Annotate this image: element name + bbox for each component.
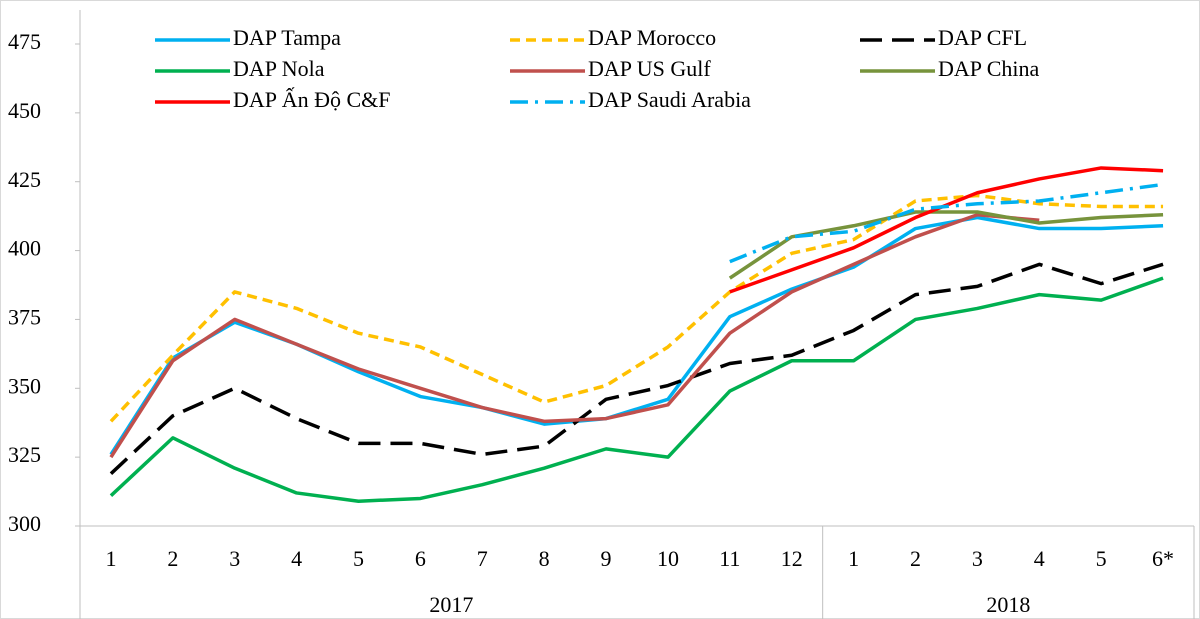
series-line xyxy=(109,215,1164,456)
y-tick-label: 425 xyxy=(8,167,41,192)
x-tick-label: 1 xyxy=(848,546,859,571)
x-tick-label: 4 xyxy=(291,546,302,571)
y-tick-label: 325 xyxy=(8,442,41,467)
legend-label: DAP CFL xyxy=(938,25,1027,50)
y-tick-label: 400 xyxy=(8,236,41,261)
legend-label: DAP Ấn Độ C&F xyxy=(233,87,391,112)
legend-label: DAP US Gulf xyxy=(588,56,711,81)
x-tick-label: 4 xyxy=(1034,546,1045,571)
legend-label: DAP Tampa xyxy=(233,25,341,50)
x-tick-label: 11 xyxy=(719,546,740,571)
x-tick-label: 7 xyxy=(477,546,488,571)
y-tick-label: 375 xyxy=(8,304,41,329)
x-tick-label: 10 xyxy=(657,546,679,571)
x-tick-label: 5 xyxy=(353,546,364,571)
series-line xyxy=(109,262,1164,475)
x-tick-label: 1 xyxy=(105,546,116,571)
series-line xyxy=(109,276,1164,503)
x-tick-label: 8 xyxy=(539,546,550,571)
x-tick-label: 2 xyxy=(910,546,921,571)
legend-label: DAP Morocco xyxy=(588,25,716,50)
x-tick-label: 6 xyxy=(415,546,426,571)
y-tick-label: 475 xyxy=(8,29,41,54)
x-tick-label: 2 xyxy=(167,546,178,571)
x-tick-label: 9 xyxy=(601,546,612,571)
series-line xyxy=(109,213,1040,459)
y-tick-label: 450 xyxy=(8,98,41,123)
x-tick-label: 3 xyxy=(229,546,240,571)
y-tick-label: 300 xyxy=(8,511,41,536)
series-line xyxy=(109,193,1164,423)
x-tick-label: 6* xyxy=(1152,546,1174,571)
x-tick-label: 3 xyxy=(972,546,983,571)
x-tick-label: 12 xyxy=(781,546,803,571)
legend-label: DAP Saudi Arabia xyxy=(588,87,751,112)
group-label: 2017 xyxy=(429,592,473,617)
group-label: 2018 xyxy=(986,592,1030,617)
legend-label: DAP China xyxy=(938,56,1039,81)
series-line xyxy=(729,182,1164,264)
x-tick-label: 5 xyxy=(1096,546,1107,571)
y-tick-label: 350 xyxy=(8,373,41,398)
legend-label: DAP Nola xyxy=(233,56,325,81)
